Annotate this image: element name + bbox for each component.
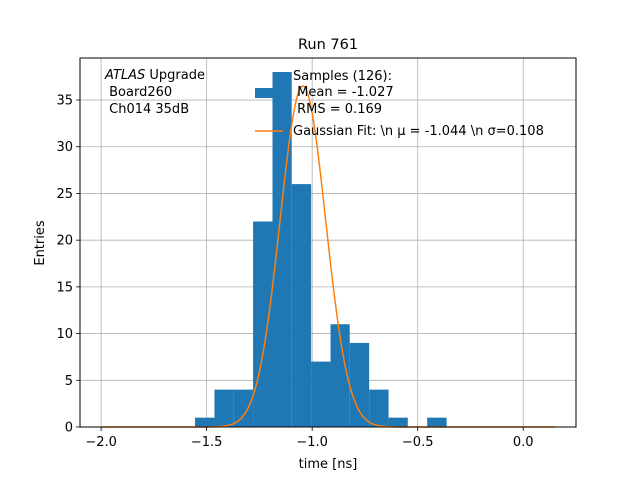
histogram-bar <box>272 72 292 427</box>
histogram-bar <box>253 221 273 427</box>
legend-samples-line-1: Samples (126): <box>293 69 392 84</box>
plot-frame <box>79 57 577 428</box>
annotation-atlas: ATLAS <box>104 68 145 83</box>
histogram-bar <box>369 389 389 427</box>
x-tick-label: −2.0 <box>85 435 117 450</box>
histogram-bar <box>214 389 234 427</box>
atlas-annotation: ATLAS Upgrade Board260 Ch014 35dB <box>104 68 205 117</box>
x-tick-label: −1.5 <box>191 435 223 450</box>
y-tick-label: 30 <box>56 140 73 155</box>
histogram-bar <box>388 417 408 427</box>
histogram-bar <box>427 417 447 427</box>
y-tick-label: 20 <box>56 234 73 249</box>
legend-fit-label: Gaussian Fit: \n μ = -1.044 \n σ=0.108 <box>293 124 544 139</box>
histogram-bar <box>349 342 370 427</box>
histogram-bar <box>233 389 254 427</box>
annotation-upgrade: Upgrade <box>145 68 205 83</box>
y-tick-label: 5 <box>65 374 73 389</box>
y-tick-label: 15 <box>56 280 73 295</box>
x-tick-label: 0.0 <box>513 435 534 450</box>
y-tick-label: 25 <box>56 187 73 202</box>
chart-title: Run 761 <box>298 37 358 53</box>
x-tick-label: −0.5 <box>402 435 434 450</box>
legend-samples-line-3: RMS = 0.169 <box>293 102 382 117</box>
histogram-bar <box>291 184 312 427</box>
legend-samples-line-2: Mean = -1.027 <box>293 85 394 100</box>
x-tick-label: −1.0 <box>296 435 328 450</box>
y-tick-label: 35 <box>56 94 73 109</box>
y-axis-ticks: 0 5 10 15 20 25 30 35 <box>56 94 80 436</box>
histogram-bars <box>195 72 447 427</box>
histogram-bar <box>330 324 350 427</box>
legend-histogram-swatch <box>255 88 283 98</box>
y-tick-label: 10 <box>56 327 73 342</box>
annotation-line-2: Board260 <box>105 85 172 100</box>
legend: Samples (126): Mean = -1.027 RMS = 0.169… <box>255 69 544 139</box>
histogram-bar <box>311 361 331 427</box>
y-tick-label: 0 <box>65 421 73 436</box>
x-axis-label: time [ns] <box>299 457 358 472</box>
x-axis-ticks: −2.0 −1.5 −1.0 −0.5 0.0 <box>85 427 534 450</box>
histogram-bar <box>195 417 215 427</box>
y-axis-label: Entries <box>33 220 48 266</box>
annotation-line-3: Ch014 35dB <box>105 102 189 117</box>
annotation-line-1: ATLAS Upgrade <box>104 68 205 83</box>
